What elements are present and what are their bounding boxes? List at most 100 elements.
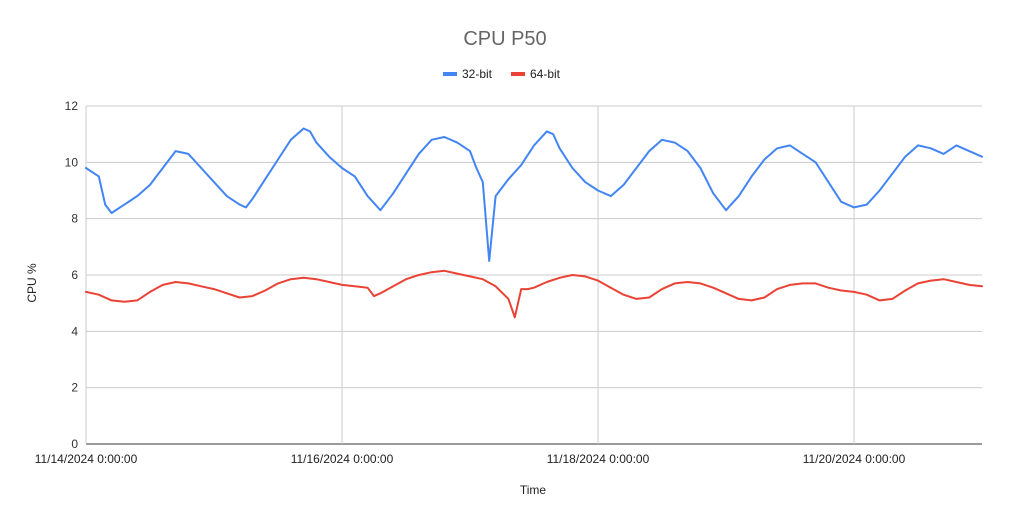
data-point-32-bit (904, 155, 906, 158)
data-point-64-bit (162, 284, 164, 286)
data-point-32-bit (290, 139, 292, 141)
data-point-32-bit (878, 189, 881, 192)
data-point-64-bit (456, 272, 459, 275)
data-point-32-bit (162, 167, 164, 169)
data-point-32-bit (558, 147, 561, 150)
data-point-32-bit (315, 141, 318, 144)
x-axis-title: Time (520, 483, 547, 497)
data-point-64-bit (597, 279, 599, 282)
data-point-32-bit (622, 184, 625, 186)
data-point-64-bit (123, 300, 126, 303)
data-point-32-bit (520, 164, 522, 166)
data-point-64-bit (379, 292, 382, 295)
data-point-64-bit (264, 289, 267, 292)
data-point-32-bit (187, 153, 190, 155)
data-point-32-bit (488, 260, 491, 262)
data-point-64-bit (200, 285, 202, 288)
data-point-32-bit (571, 167, 574, 169)
data-point-32-bit (475, 167, 478, 169)
series-line-64-bit (85, 269, 983, 319)
data-point-32-bit (635, 167, 638, 169)
data-point-32-bit (546, 130, 548, 133)
data-point-32-bit (917, 144, 919, 147)
data-point-64-bit (686, 281, 689, 283)
data-point-32-bit (405, 172, 407, 175)
data-point-64-bit (571, 274, 574, 276)
data-point-64-bit (187, 282, 190, 285)
data-point-32-bit (776, 147, 778, 150)
legend-label-64-bit: 64-bit (530, 67, 561, 81)
data-point-32-bit (699, 167, 702, 169)
data-point-64-bit (853, 291, 855, 293)
data-point-32-bit (891, 172, 894, 175)
data-point-32-bit (136, 195, 138, 197)
data-point-32-bit (149, 184, 151, 186)
y-tick-label: 10 (65, 155, 79, 169)
data-point-64-bit (725, 292, 727, 295)
y-tick-label: 12 (65, 99, 79, 113)
data-point-64-bit (904, 289, 906, 292)
data-point-32-bit (482, 181, 484, 183)
data-point-64-bit (366, 286, 369, 289)
data-point-32-bit (942, 153, 945, 155)
data-point-32-bit (750, 175, 753, 178)
data-point-32-bit (648, 150, 650, 152)
data-point-32-bit (738, 195, 740, 197)
x-tick-label: 11/14/2024 0:00:00 (35, 452, 138, 466)
data-point-32-bit (123, 203, 126, 206)
data-point-64-bit (917, 282, 919, 285)
data-point-64-bit (526, 288, 529, 290)
data-point-32-bit (725, 209, 727, 212)
y-tick-label: 4 (71, 324, 78, 338)
data-point-32-bit (200, 167, 202, 169)
data-point-64-bit (238, 296, 241, 299)
legend-label-32-bit: 32-bit (462, 67, 493, 81)
data-point-32-bit (264, 178, 267, 181)
data-point-64-bit (763, 296, 766, 299)
data-point-32-bit (930, 147, 932, 150)
data-point-32-bit (85, 167, 87, 169)
data-point-32-bit (110, 212, 113, 214)
data-point-64-bit (648, 296, 650, 299)
data-point-32-bit (552, 133, 554, 135)
data-point-64-bit (674, 282, 676, 285)
data-point-32-bit (238, 203, 241, 206)
data-point-32-bit (789, 144, 791, 147)
data-point-32-bit (533, 144, 535, 147)
data-point-32-bit (354, 175, 356, 178)
data-point-32-bit (686, 150, 689, 152)
data-point-64-bit (405, 278, 407, 281)
data-point-64-bit (661, 288, 663, 290)
data-point-32-bit (494, 195, 497, 197)
y-tick-label: 0 (71, 437, 78, 451)
data-point-64-bit (174, 281, 177, 283)
y-axis-ticks: 0 2 4 6 8 10 12 (65, 99, 79, 451)
data-point-32-bit (763, 158, 766, 161)
data-point-32-bit (866, 203, 868, 206)
data-point-32-bit (456, 141, 459, 144)
data-point-32-bit (840, 200, 842, 203)
data-point-64-bit (699, 282, 702, 285)
data-point-32-bit (814, 161, 817, 164)
data-point-32-bit (251, 198, 254, 200)
data-point-32-bit (98, 175, 100, 178)
data-point-64-bit (514, 316, 516, 319)
data-point-32-bit (955, 144, 958, 147)
data-point-64-bit (750, 299, 753, 302)
data-point-64-bit (290, 278, 292, 281)
data-point-64-bit (98, 293, 100, 296)
data-point-32-bit (827, 181, 830, 183)
data-point-32-bit (341, 167, 343, 169)
y-tick-label: 6 (71, 268, 78, 282)
data-point-64-bit (302, 277, 305, 279)
data-point-64-bit (955, 281, 958, 283)
data-point-32-bit (610, 195, 612, 197)
data-point-32-bit (245, 206, 247, 209)
x-axis-ticks: 11/14/2024 0:00:00 11/16/2024 0:00:00 11/1… (35, 452, 906, 466)
data-point-64-bit (85, 291, 87, 293)
data-point-64-bit (226, 292, 228, 295)
data-point-64-bit (827, 286, 830, 289)
data-point-64-bit (533, 286, 535, 289)
legend: 32-bit 64-bit (443, 67, 561, 81)
